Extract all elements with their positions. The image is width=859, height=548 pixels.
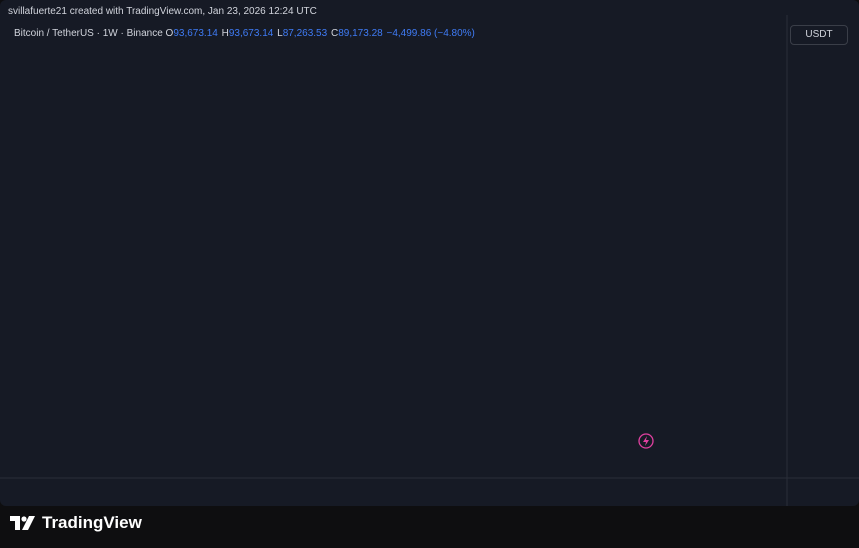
high-label: H: [221, 28, 229, 39]
volume-icon: [638, 433, 654, 449]
open-value: 93,673.14: [173, 28, 218, 39]
currency-button[interactable]: USDT: [790, 25, 848, 45]
brand-name: TradingView: [42, 513, 142, 532]
brand-mark: [10, 516, 35, 530]
byline: svillafuerte21 created with TradingView.…: [8, 6, 317, 17]
change-value: −4,499.86 (−4.80%): [386, 28, 475, 39]
low-label: L: [277, 28, 283, 39]
close-value: 89,173.28: [338, 28, 383, 39]
brand-logo: TradingView: [10, 513, 142, 533]
low-value: 87,263.53: [282, 28, 328, 39]
symbol-legend: Bitcoin / TetherUS · 1W · Binance O93,67…: [14, 28, 476, 39]
symbol: Bitcoin / TetherUS · 1W · Binance: [14, 28, 163, 39]
close-label: C: [330, 28, 339, 39]
chart-panel: [0, 0, 859, 506]
open-label: O: [165, 28, 174, 39]
high-value: 93,673.14: [228, 28, 274, 39]
